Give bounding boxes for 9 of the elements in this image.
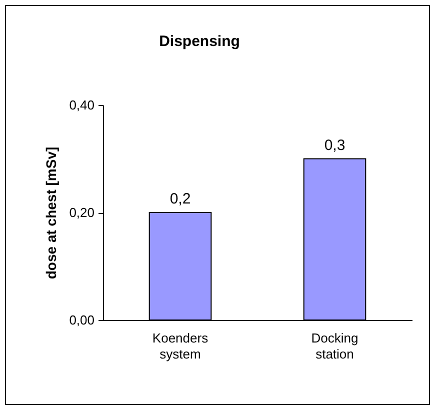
y-tick-label: 0,00 xyxy=(69,312,94,328)
y-tick-label: 0,20 xyxy=(69,205,94,220)
chart-title: Dispensing xyxy=(159,33,240,50)
data-label: 0,3 xyxy=(324,136,346,154)
y-tick-label: 0,40 xyxy=(69,98,94,112)
x-tick-label: Koenders system xyxy=(152,330,209,362)
x-tick-label: Docking station xyxy=(311,330,358,362)
data-label: 0,2 xyxy=(170,190,191,208)
y-axis-title: dose at chest [mSv] xyxy=(43,146,60,280)
